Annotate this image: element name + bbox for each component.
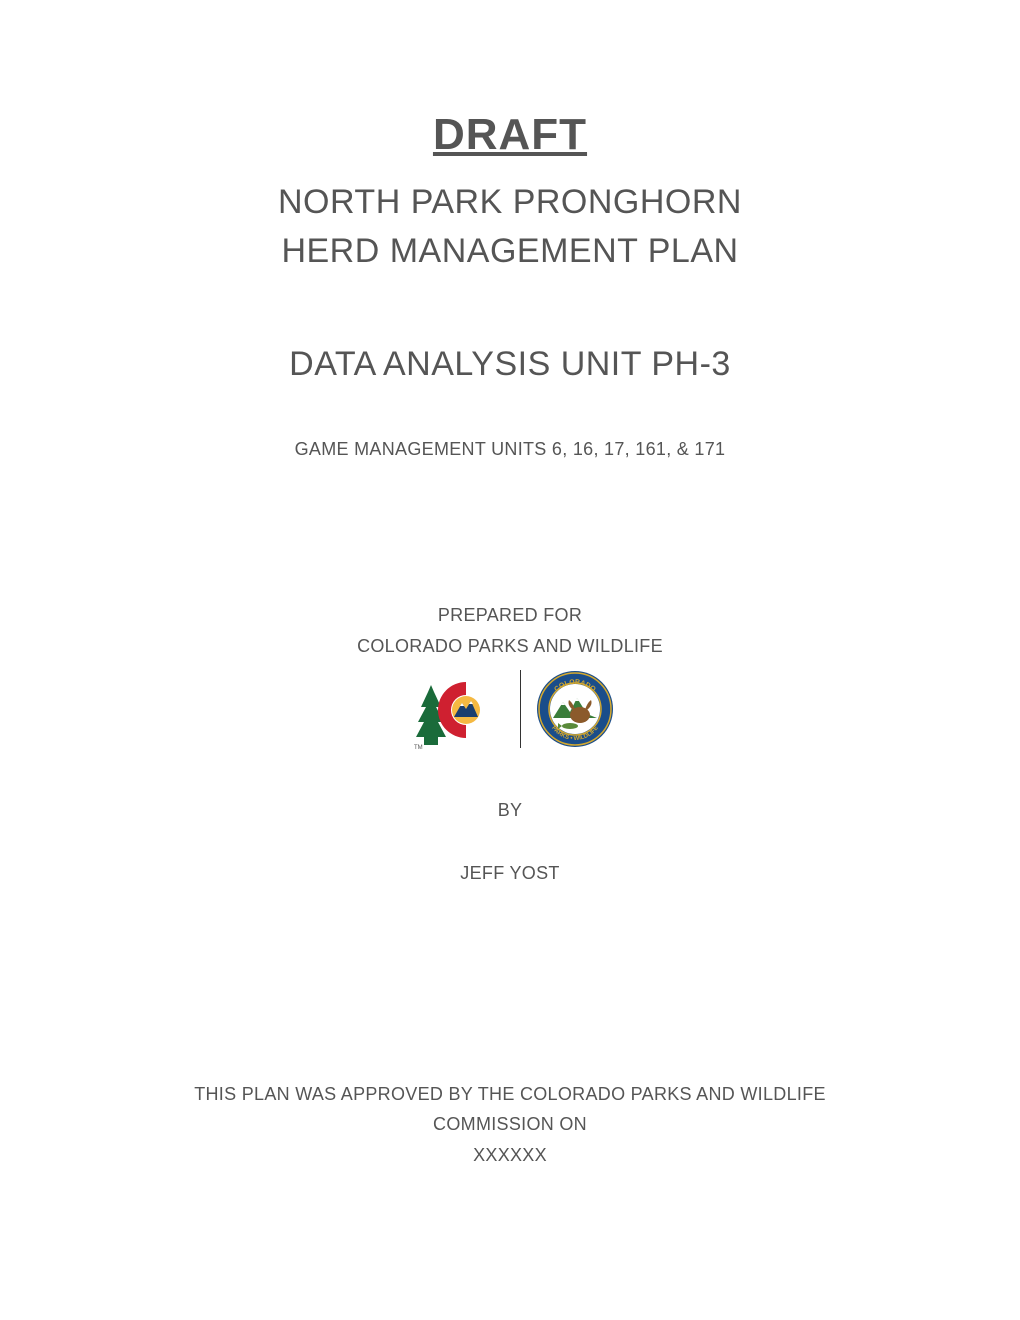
subtitle: DATA ANALYSIS UNIT PH-3 bbox=[150, 345, 870, 384]
author-name: JEFF YOST bbox=[150, 863, 870, 884]
svg-text:TM: TM bbox=[414, 745, 423, 751]
title-line-1: NORTH PARK PRONGHORN bbox=[278, 183, 742, 221]
main-title: NORTH PARK PRONGHORN HERD MANAGEMENT PLA… bbox=[150, 178, 870, 277]
prepared-section: PREPARED FOR COLORADO PARKS AND WILDLIFE bbox=[150, 605, 870, 884]
logo-divider bbox=[520, 670, 521, 748]
logos-container: TM bbox=[150, 667, 870, 752]
document-page: DRAFT NORTH PARK PRONGHORN HERD MANAGEME… bbox=[0, 0, 1020, 1170]
cpw-seal-icon: COLORADO PARKS • WILDLIFE bbox=[535, 670, 615, 748]
title-line-2: HERD MANAGEMENT PLAN bbox=[281, 232, 738, 270]
approval-line-1: THIS PLAN WAS APPROVED BY THE COLORADO P… bbox=[194, 1084, 826, 1135]
draft-heading: DRAFT bbox=[150, 110, 870, 160]
organization-name: COLORADO PARKS AND WILDLIFE bbox=[150, 636, 870, 657]
approval-statement: THIS PLAN WAS APPROVED BY THE COLORADO P… bbox=[150, 1079, 870, 1171]
prepared-for-label: PREPARED FOR bbox=[150, 605, 870, 626]
by-label: BY bbox=[150, 800, 870, 821]
gmu-units-text: GAME MANAGEMENT UNITS 6, 16, 17, 161, & … bbox=[150, 439, 870, 460]
colorado-logo-icon: TM bbox=[406, 667, 506, 752]
approval-line-2: XXXXXX bbox=[473, 1145, 547, 1165]
